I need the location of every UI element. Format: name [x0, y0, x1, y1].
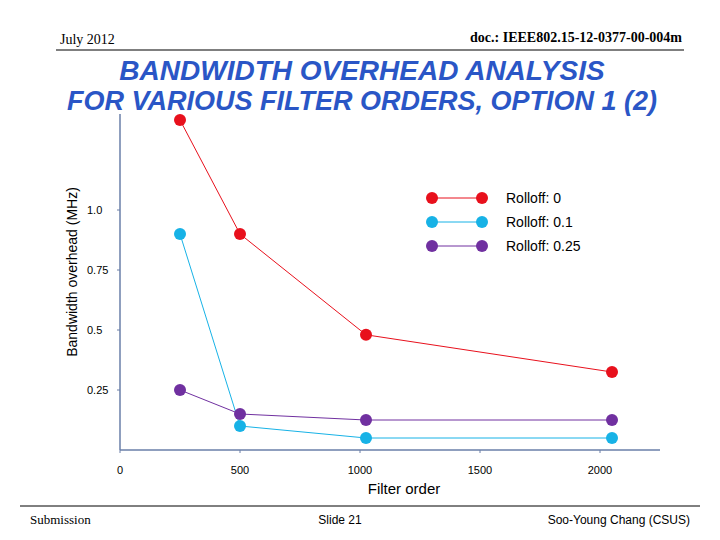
legend-marker — [426, 192, 438, 204]
legend-line — [432, 198, 482, 199]
x-tick-label: 2000 — [588, 464, 612, 476]
data-point — [606, 414, 618, 426]
data-point — [234, 420, 246, 432]
title: BANDWIDTH OVERHEAD ANALYSIS — [119, 55, 605, 86]
data-point — [174, 114, 186, 126]
legend-label: Rolloff: 0.1 — [506, 214, 573, 230]
footer-center: Slide 21 — [318, 513, 362, 527]
y-tick-label: 0.25 — [87, 384, 108, 396]
slide: July 2012 doc.: IEEE802.15-12-0377-00-004… — [0, 0, 720, 540]
x-tick — [360, 450, 361, 453]
legend-label: Rolloff: 0 — [506, 190, 561, 206]
plot-area — [174, 114, 618, 444]
x-axis — [120, 449, 660, 451]
data-point — [360, 414, 372, 426]
y-tick — [117, 330, 120, 331]
legend-marker — [426, 240, 438, 252]
legend-marker — [476, 216, 488, 228]
y-tick-label: 1.0 — [87, 204, 102, 216]
header-rule — [56, 49, 684, 50]
data-point — [360, 329, 372, 341]
footer-rule — [20, 506, 700, 507]
header-date: July 2012 — [60, 32, 115, 47]
y-tick — [117, 210, 120, 211]
y-tick-label: 0.75 — [87, 264, 108, 276]
footer-left: Submission — [30, 512, 91, 527]
x-axis-label: Filter order — [368, 480, 441, 497]
x-tick-label: 1000 — [348, 464, 372, 476]
legend-label: Rolloff: 0.25 — [506, 238, 581, 254]
x-tick-label: 1500 — [468, 464, 492, 476]
legend-marker — [476, 192, 488, 204]
title: FOR VARIOUS FILTER ORDERS, OPTION 1 (2) — [67, 86, 657, 116]
y-tick — [117, 270, 120, 271]
legend-marker — [476, 240, 488, 252]
y-axis — [119, 114, 121, 450]
data-point — [606, 432, 618, 444]
legend-line — [432, 222, 482, 223]
header-doc: doc.: IEEE802.15-12-0377-00-004m — [470, 30, 682, 45]
series-line — [180, 390, 612, 420]
x-tick — [600, 450, 601, 453]
series-line — [180, 234, 612, 438]
x-tick — [240, 450, 241, 453]
y-tick — [117, 390, 120, 391]
x-tick — [480, 450, 481, 453]
y-tick-label: 0.5 — [87, 324, 102, 336]
legend-marker — [426, 216, 438, 228]
data-point — [174, 228, 186, 240]
x-tick-label: 0 — [117, 464, 123, 476]
series-line — [180, 120, 612, 372]
legend: Rolloff: 0 Rolloff: 0.1 Rolloff: 0.25 — [426, 190, 581, 254]
x-tick-label: 500 — [231, 464, 249, 476]
data-point — [606, 366, 618, 378]
x-tick — [120, 450, 121, 453]
data-point — [360, 432, 372, 444]
data-point — [234, 228, 246, 240]
y-axis-label: Bandwidth overhead (MHz) — [64, 187, 80, 357]
data-point — [174, 384, 186, 396]
data-point — [234, 408, 246, 420]
footer-right: Soo-Young Chang (CSUS) — [548, 513, 690, 527]
legend-line — [432, 246, 482, 247]
page: {"header": {"date": "July 2012", "doc": … — [0, 0, 720, 540]
